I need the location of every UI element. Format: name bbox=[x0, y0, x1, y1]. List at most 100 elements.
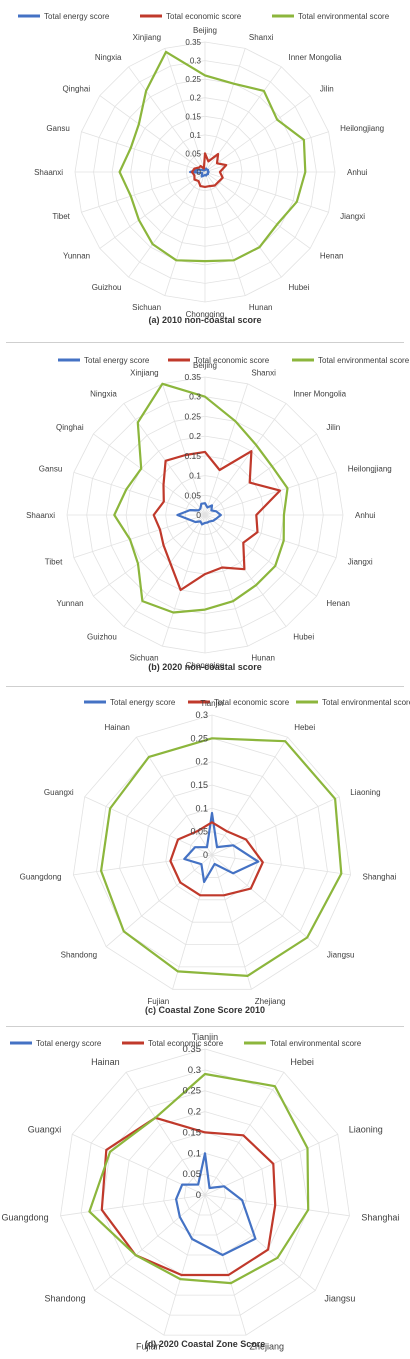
series-line bbox=[169, 821, 264, 897]
category-label: Hunan bbox=[251, 654, 275, 663]
panel-divider bbox=[6, 342, 404, 343]
series-line bbox=[152, 450, 282, 592]
legend-label: Total environmental score bbox=[298, 12, 390, 21]
grid-spoke bbox=[125, 1071, 206, 1196]
grid-ring bbox=[142, 784, 282, 923]
grid-spoke bbox=[163, 1194, 206, 1336]
grid-spoke bbox=[81, 131, 206, 173]
tick-label: 0.3 bbox=[190, 57, 202, 66]
grid-spoke bbox=[93, 514, 206, 597]
grid-spoke bbox=[211, 854, 252, 990]
legend-label: Total energy score bbox=[84, 356, 150, 365]
category-label: Fujian bbox=[147, 997, 169, 1006]
tick-label: 0.35 bbox=[185, 38, 201, 47]
legend-label: Total economic score bbox=[148, 1039, 224, 1048]
category-label: Hubei bbox=[289, 283, 310, 292]
category-label: Ningxia bbox=[90, 390, 117, 399]
category-label: Henan bbox=[320, 252, 344, 261]
grid-ring bbox=[163, 1152, 247, 1236]
tick-label: 0.25 bbox=[190, 733, 208, 743]
grid-ring bbox=[188, 831, 236, 878]
category-label: Tibet bbox=[52, 212, 70, 221]
series-line bbox=[100, 1116, 277, 1277]
tick-label: 0.1 bbox=[189, 471, 201, 481]
radar-chart-c: Total energy score Total economic score To… bbox=[0, 689, 410, 1024]
category-label: Jiangxi bbox=[340, 212, 365, 221]
category-label: Sichuan bbox=[130, 654, 159, 663]
tick-label: 0 bbox=[197, 168, 202, 177]
category-label: Jiangxi bbox=[348, 557, 373, 566]
tick-label: 0.35 bbox=[183, 1044, 202, 1055]
category-label: Jilin bbox=[326, 423, 340, 432]
series-line bbox=[190, 152, 228, 188]
tick-label: 0.3 bbox=[188, 1065, 201, 1076]
radar-chart-d: Total energy score Total economic score To… bbox=[0, 1029, 410, 1359]
series-line bbox=[113, 382, 289, 614]
grid-ring bbox=[142, 1131, 268, 1256]
grid-spoke bbox=[204, 131, 329, 173]
category-label: Hainan bbox=[91, 1057, 120, 1067]
tick-label: 0.1 bbox=[188, 1148, 201, 1159]
radar-chart-b: Total energy score Total economic score To… bbox=[0, 345, 410, 683]
category-label: Heilongjiang bbox=[348, 465, 392, 474]
category-label: Tianjin bbox=[192, 1032, 218, 1042]
grid-spoke bbox=[81, 171, 206, 213]
grid-ring bbox=[60, 1048, 350, 1336]
tick-label: 0 bbox=[196, 1190, 201, 1201]
grid-ring bbox=[119, 761, 305, 946]
panel-divider bbox=[6, 1026, 404, 1027]
tick-label: 0.3 bbox=[195, 710, 208, 720]
grid-spoke bbox=[204, 1133, 338, 1196]
category-label: Hubei bbox=[293, 632, 314, 641]
grid-spoke bbox=[84, 796, 213, 856]
category-label: Shaanxi bbox=[26, 511, 55, 520]
tick-label: 0.25 bbox=[185, 75, 201, 84]
legend-label: Total energy score bbox=[44, 12, 110, 21]
grid-spoke bbox=[204, 1194, 247, 1336]
series-line bbox=[183, 811, 260, 883]
series-line bbox=[175, 1152, 257, 1257]
category-label: Beijing bbox=[193, 26, 217, 35]
grid-spoke bbox=[94, 1194, 206, 1291]
grid-spoke bbox=[73, 472, 206, 516]
tick-label: 0.2 bbox=[189, 431, 201, 441]
category-label: Xinjiang bbox=[130, 368, 158, 377]
legend-label: Total environmental score bbox=[322, 698, 410, 707]
tick-label: 0 bbox=[196, 510, 201, 520]
grid-spoke bbox=[204, 1194, 350, 1217]
grid-spoke bbox=[211, 736, 289, 856]
grid-spoke bbox=[128, 66, 206, 173]
category-label: Anhui bbox=[355, 511, 376, 520]
grid-spoke bbox=[204, 171, 329, 213]
tick-label: 0.3 bbox=[189, 392, 201, 402]
category-label: Hainan bbox=[104, 723, 129, 732]
grid-spoke bbox=[204, 514, 317, 597]
series-line bbox=[189, 167, 210, 178]
category-label: Shanxi bbox=[251, 368, 276, 377]
category-label: Shanxi bbox=[249, 33, 274, 42]
category-label: Tianjin bbox=[200, 699, 223, 708]
legend-label: Total economic score bbox=[194, 356, 270, 365]
category-label: Inner Mongolia bbox=[289, 53, 342, 62]
chart-svg: Total energy score Total economic score To… bbox=[18, 12, 390, 325]
chart-caption: (d) 2020 Coastal Zone Score bbox=[145, 1339, 266, 1349]
category-label: Guangxi bbox=[28, 1124, 62, 1134]
panel-divider bbox=[6, 686, 404, 687]
grid-spoke bbox=[162, 383, 206, 516]
legend-label: Total economic score bbox=[166, 12, 242, 21]
radar-chart-a: Total energy score Total economic score To… bbox=[0, 0, 410, 338]
tick-label: 0.15 bbox=[185, 112, 201, 121]
chart-caption: (c) Coastal Zone Score 2010 bbox=[145, 1005, 265, 1015]
category-label: Guangdong bbox=[2, 1213, 49, 1223]
category-label: Shanghai bbox=[361, 1213, 399, 1223]
grid-spoke bbox=[123, 514, 206, 627]
category-label: Beijing bbox=[193, 361, 217, 370]
tick-label: 0.2 bbox=[190, 94, 202, 103]
legend-label: Total economic score bbox=[214, 698, 290, 707]
grid-spoke bbox=[204, 171, 311, 249]
category-label: Sichuan bbox=[132, 303, 161, 312]
category-label: Shaanxi bbox=[34, 168, 63, 177]
category-label: Anhui bbox=[347, 168, 368, 177]
grid-spoke bbox=[99, 171, 206, 249]
category-label: Guizhou bbox=[92, 283, 122, 292]
